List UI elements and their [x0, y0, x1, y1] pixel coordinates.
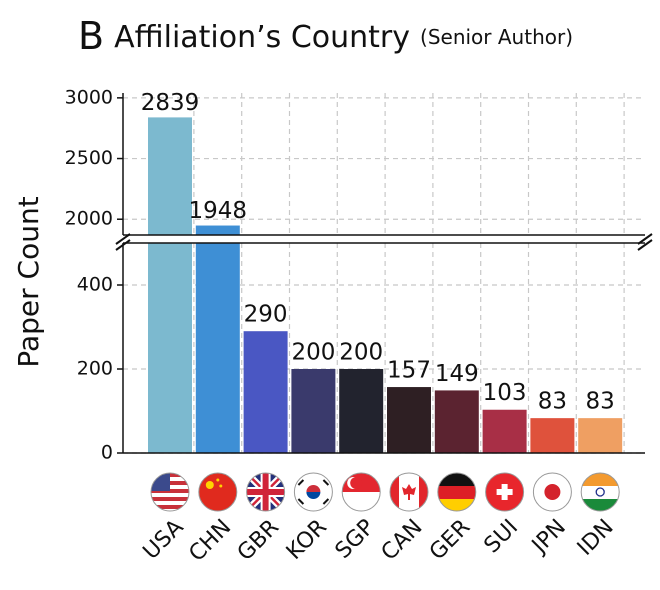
bar: [291, 369, 336, 453]
bar: [339, 369, 384, 453]
bar: [195, 225, 240, 235]
x-tick-label: CHN: [184, 515, 236, 567]
x-tick-label: GBR: [233, 515, 284, 566]
x-tick-label: CAN: [377, 515, 428, 566]
y-tick-label: 400: [77, 274, 113, 296]
value-label: 103: [483, 380, 527, 406]
flags: [150, 472, 620, 512]
subtitle: (Senior Author): [420, 25, 573, 49]
value-label: 290: [244, 302, 288, 328]
value-label: 200: [291, 340, 335, 366]
x-tick-label: SGP: [331, 515, 380, 564]
y-tick-label: 3000: [65, 86, 113, 108]
value-label: 157: [387, 358, 431, 384]
bar: [148, 117, 192, 235]
x-tick-label: GER: [425, 515, 475, 565]
y-tick-label: 0: [101, 442, 113, 464]
value-label: 200: [339, 340, 383, 366]
value-label: 83: [538, 389, 567, 415]
bar: [482, 409, 527, 453]
flag-chn: [198, 473, 237, 511]
flag-can: [390, 473, 428, 511]
value-label: 1948: [189, 198, 248, 224]
bar: [195, 243, 240, 453]
y-tick-label: 200: [77, 358, 113, 380]
axis-break: [115, 233, 653, 251]
value-label: 83: [586, 389, 615, 415]
x-tick-label: USA: [139, 515, 189, 565]
flag-sui: [485, 473, 524, 511]
y-tick-label: 2000: [65, 208, 113, 230]
title: Affiliation’s Country: [114, 20, 410, 55]
flag-sgp: [342, 473, 381, 511]
flag-kor: [294, 473, 333, 511]
flag-usa: [151, 473, 189, 511]
flag-idn: [581, 473, 620, 511]
bar: [243, 331, 288, 453]
bar: [148, 243, 192, 453]
bar: [434, 390, 479, 453]
x-tick-label: KOR: [282, 515, 332, 565]
value-label: 149: [435, 361, 479, 387]
flag-gbr: [246, 473, 285, 511]
y-axis-label: Paper Count: [12, 196, 45, 367]
bar: [387, 387, 431, 453]
flag-ger: [437, 473, 476, 511]
bar: [530, 418, 575, 453]
chart-title: B Affiliation’s Country (Senior Author): [78, 14, 573, 58]
panel-label: B: [78, 14, 104, 58]
x-tick-label: IDN: [573, 515, 619, 561]
x-tick-label: SUI: [480, 515, 524, 559]
value-label: 2839: [141, 90, 200, 116]
x-tick-label: JPN: [526, 515, 571, 560]
y-tick-label: 2500: [65, 147, 113, 169]
flag-jpn: [533, 473, 572, 511]
bar: [578, 418, 623, 453]
